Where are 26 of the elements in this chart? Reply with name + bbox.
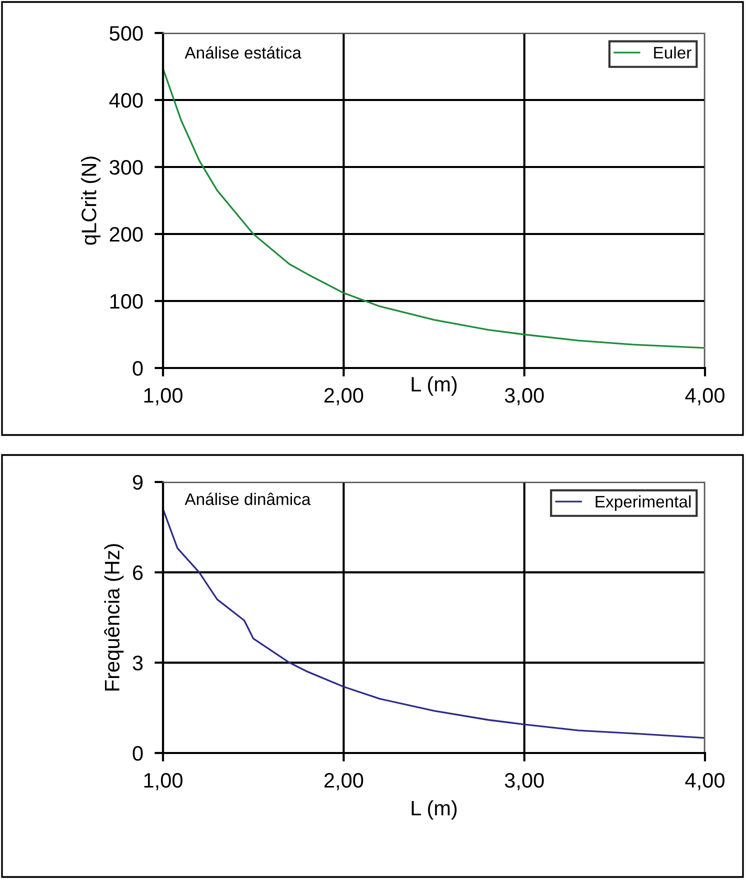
legend-label: Experimental [596,495,691,511]
y-tick-label: 200 [110,227,143,242]
x-tick-label: 3,00 [504,772,544,790]
y-axis-title: qLCrit (N) [81,156,100,245]
x-tick-label: 3,00 [504,388,544,406]
y-tick-label: 300 [110,160,143,175]
x-axis-title: L (m) [412,376,457,396]
annotation: Análise estática [184,46,302,59]
y-tick-label: 100 [110,294,143,309]
y-tick-label: 9 [132,475,143,490]
x-tick-label: 2,00 [324,388,364,406]
x-tick-label: 4,00 [685,388,724,406]
y-tick-label: 3 [132,656,143,670]
y-tick-label: 400 [109,93,143,108]
y-tick-label: 6 [133,565,143,580]
y-tick-label: 0 [132,746,143,761]
x-tick-label: 1,00 [144,388,182,406]
annotation: Análise dinâmica [184,492,311,506]
y-tick-label: 0 [132,361,143,376]
y-tick-label: 500 [110,26,143,41]
y-axis-title: Frequência (Hz) [104,544,124,690]
legend-label: Euler [654,46,692,59]
x-tick-label: 1,00 [144,772,182,790]
x-axis-title: L (m) [412,800,457,820]
x-tick-label: 4,00 [685,772,724,790]
x-tick-label: 2,00 [324,772,364,790]
